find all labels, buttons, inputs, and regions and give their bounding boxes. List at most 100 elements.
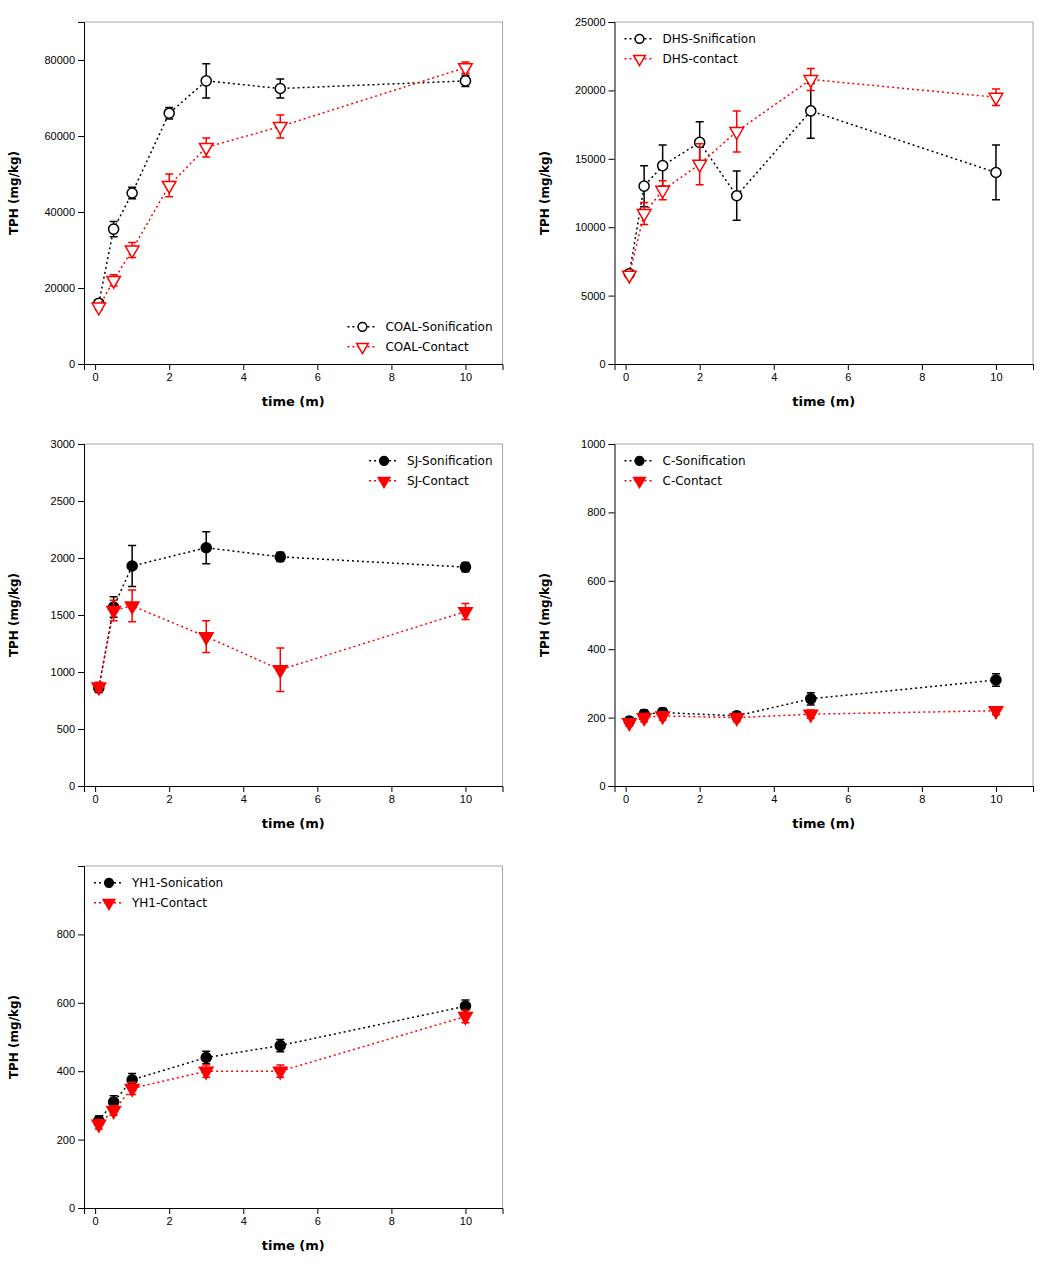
tick-mark xyxy=(78,288,84,289)
frame xyxy=(1033,444,1034,786)
legend-marker xyxy=(105,878,114,887)
point xyxy=(164,108,174,118)
y-axis-title: TPH (mg/kg) xyxy=(7,151,21,235)
tick-mark xyxy=(78,1140,84,1141)
tick-label: 0 xyxy=(623,793,629,805)
tick-label: 6 xyxy=(845,793,851,805)
legend-marker xyxy=(635,34,644,43)
tick-label: 600 xyxy=(57,997,75,1009)
series xyxy=(94,1000,471,1126)
tick: 400 xyxy=(587,643,614,655)
tick: 0 xyxy=(93,786,99,805)
series xyxy=(92,1010,472,1132)
tick: 0 xyxy=(599,358,614,370)
point xyxy=(656,712,670,724)
tick: 8 xyxy=(389,364,395,383)
tick-label: 500 xyxy=(57,723,75,735)
tick: 2 xyxy=(697,786,703,805)
tick-label: 10 xyxy=(990,793,1002,805)
tick-mark xyxy=(609,649,615,650)
legend-marker xyxy=(635,456,644,465)
tick: 10 xyxy=(460,364,472,383)
point xyxy=(107,276,121,288)
tick-label: 2500 xyxy=(51,495,75,507)
tick-mark xyxy=(848,364,849,370)
point xyxy=(199,143,213,155)
panel: 02468100200400600800time (m)TPH (mg/kg)Y… xyxy=(7,866,503,1253)
point xyxy=(199,633,213,645)
tick-label: 4 xyxy=(241,371,247,383)
tick-mark xyxy=(465,786,466,792)
tick-label: 0 xyxy=(623,371,629,383)
point xyxy=(804,710,818,722)
point xyxy=(107,1107,121,1119)
legend: DHS-SnificationDHS-contact xyxy=(625,32,756,66)
legend-item: YH1-Sonication xyxy=(94,876,223,890)
axis-line xyxy=(78,23,85,365)
tick-mark xyxy=(609,296,615,297)
tick-mark xyxy=(169,786,170,792)
legend-item: C-Sonification xyxy=(625,454,746,468)
tick-mark xyxy=(78,364,84,365)
tick-mark xyxy=(609,512,615,513)
tick: 10 xyxy=(990,364,1002,383)
point xyxy=(92,1120,106,1132)
tick: 1000 xyxy=(581,438,614,450)
legend-label: C-Sonification xyxy=(663,454,746,468)
x-axis-title: time (m) xyxy=(262,816,325,831)
tick: 8 xyxy=(919,786,925,805)
tick-label: 0 xyxy=(93,371,99,383)
axis-line xyxy=(615,365,1034,371)
point xyxy=(199,1067,213,1079)
tick-mark xyxy=(609,90,615,91)
tick: 6 xyxy=(315,1208,321,1227)
series-line xyxy=(629,111,996,274)
tick-label: 6 xyxy=(315,1215,321,1227)
point xyxy=(806,694,816,704)
axis-line xyxy=(78,867,85,1209)
point xyxy=(459,64,473,76)
point xyxy=(459,1013,473,1025)
tick: 8 xyxy=(389,1208,395,1227)
y-axis-title: TPH (mg/kg) xyxy=(7,573,21,657)
tick-mark xyxy=(626,364,627,370)
y-axis-title: TPH (mg/kg) xyxy=(538,151,552,235)
tick-mark xyxy=(317,786,318,792)
point xyxy=(201,76,211,86)
legend-label: SJ-Sonification xyxy=(407,454,492,468)
tick-mark xyxy=(78,786,84,787)
tick-label: 6 xyxy=(315,371,321,383)
point xyxy=(623,719,637,731)
tick-mark xyxy=(95,1208,96,1214)
tick: 4 xyxy=(241,786,247,805)
legend-item: DHS-Snification xyxy=(625,32,756,46)
tick-label: 2 xyxy=(697,793,703,805)
tick-label: 20000 xyxy=(44,282,75,294)
point xyxy=(275,552,285,562)
point xyxy=(201,1052,211,1062)
tick-mark xyxy=(78,212,84,213)
legend-marker xyxy=(634,477,646,487)
legend-label: C-Contact xyxy=(663,474,723,488)
point xyxy=(125,602,139,614)
legend-label: YH1-Contact xyxy=(131,896,207,910)
tick-label: 8 xyxy=(389,793,395,805)
tick-label: 8 xyxy=(919,371,925,383)
point xyxy=(127,188,137,198)
frame xyxy=(502,444,503,786)
tick-label: 4 xyxy=(771,793,777,805)
tick-label: 400 xyxy=(587,643,605,655)
tick: 800 xyxy=(57,928,84,940)
tick-label: 2 xyxy=(167,371,173,383)
frame xyxy=(615,444,1034,445)
tick: 20000 xyxy=(44,282,84,294)
legend: COAL-SonificationCOAL-Contact xyxy=(347,320,492,354)
frame xyxy=(84,444,503,445)
tick-mark xyxy=(391,364,392,370)
point xyxy=(730,714,744,726)
point xyxy=(107,607,121,619)
plot-area xyxy=(92,62,472,315)
point xyxy=(989,93,1003,105)
tick-mark xyxy=(317,1208,318,1214)
series-line xyxy=(99,606,466,687)
